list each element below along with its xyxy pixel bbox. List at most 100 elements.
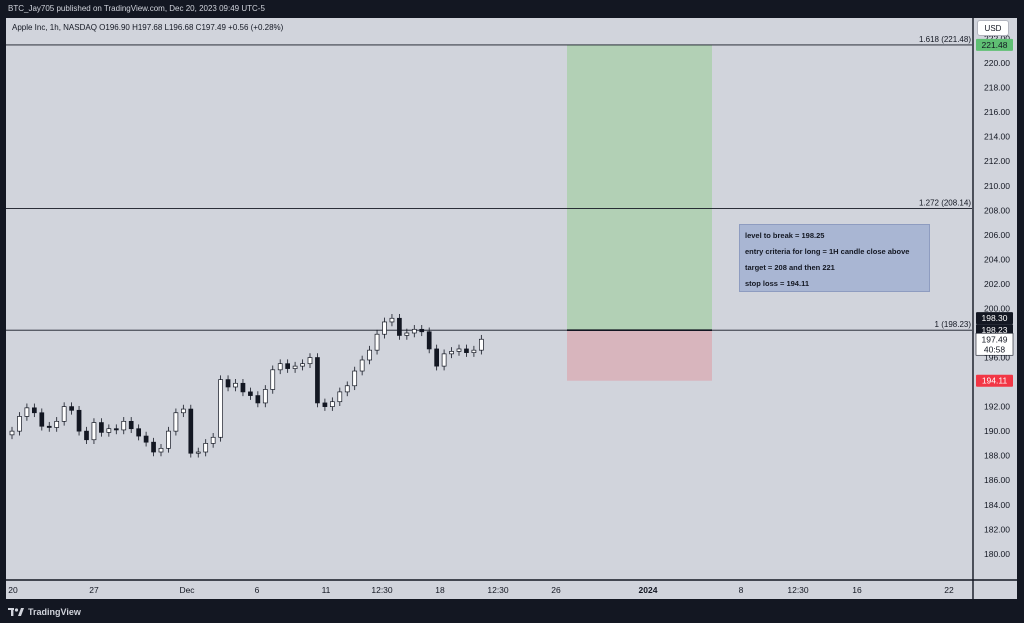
price-tick-label: 200.00	[984, 303, 1010, 313]
price-tick-label: 182.00	[984, 524, 1010, 534]
note-line: level to break = 198.25	[745, 231, 825, 240]
price-tick-label: 212.00	[984, 156, 1010, 166]
candle-body	[166, 430, 171, 449]
bar-countdown-label: 40:58	[984, 344, 1006, 354]
note-line: target = 208 and then 221	[745, 263, 835, 272]
price-tag	[976, 38, 1013, 51]
candle-body	[76, 409, 82, 432]
candle-body	[121, 420, 127, 431]
candle-body	[389, 317, 395, 323]
tradingview-logo-icon	[8, 608, 24, 616]
time-tick-label: 6	[255, 585, 260, 595]
tradingview-logo[interactable]: TradingView	[8, 606, 81, 618]
time-tick-label: 12:30	[787, 585, 809, 595]
candle-body	[17, 416, 22, 432]
candle-body	[113, 428, 119, 431]
last-price-label: 197.49	[982, 334, 1008, 344]
candle-body	[91, 422, 97, 441]
candle-body	[330, 401, 335, 407]
candle-body	[270, 369, 276, 390]
candle-body	[464, 348, 469, 353]
candle-body	[449, 351, 454, 355]
price-tick-label: 220.00	[984, 58, 1010, 68]
candle-body	[61, 406, 67, 422]
candle-body	[136, 428, 141, 437]
price-tick-label: 208.00	[984, 205, 1010, 215]
candle-body	[479, 338, 484, 351]
time-tick-label: 2024	[639, 585, 658, 595]
price-tick-label: 210.00	[984, 181, 1010, 191]
candle-body	[24, 407, 30, 417]
price-tick-label: 218.00	[984, 83, 1010, 93]
candle-body	[456, 348, 462, 352]
price-tick-label: 192.00	[984, 402, 1010, 412]
chart-panel[interactable]: 1.618 (221.48) 1.272 (208.14) 1 (198.23) 1…	[6, 18, 1017, 599]
candle-body	[471, 349, 477, 353]
price-tag-label: 194.11	[982, 376, 1008, 386]
candle-body	[39, 412, 45, 427]
time-tick-label: 11	[322, 585, 331, 595]
candle-body	[434, 348, 439, 367]
candle-body	[173, 412, 179, 432]
price-tick-label: 204.00	[984, 254, 1010, 264]
candle-body	[158, 447, 164, 453]
candle-body	[441, 353, 447, 367]
candle-body	[352, 370, 358, 387]
candle-body	[382, 321, 387, 335]
trade-note[interactable]: level to break = 198.25 entry criteria f…	[739, 224, 930, 292]
candle-body	[210, 436, 216, 444]
candle-body	[84, 430, 89, 441]
time-tick-label: 27	[89, 585, 99, 595]
candle-body	[359, 359, 365, 372]
candle-body	[99, 422, 104, 433]
candle-body	[315, 357, 320, 404]
candle-body	[195, 451, 201, 454]
price-tag-label: 221.48	[982, 40, 1008, 50]
time-tick-label: 22	[944, 585, 954, 595]
candle-body	[262, 389, 268, 404]
candle-body	[106, 428, 112, 433]
candle-body	[128, 420, 134, 430]
candle-body	[285, 363, 290, 369]
candle-body	[277, 363, 283, 371]
price-tick-label: 184.00	[984, 500, 1010, 510]
candle-body	[225, 379, 231, 388]
price-tick-label: 196.00	[984, 353, 1010, 363]
profit-zone	[567, 44, 712, 331]
candle-body	[426, 331, 432, 350]
price-tag-label: 198.30	[982, 313, 1008, 323]
candle-body	[188, 408, 194, 454]
candle-body	[337, 391, 343, 403]
publish-info: BTC_Jay705 published on TradingView.com,…	[8, 4, 265, 13]
candle-body	[404, 332, 410, 336]
candle-body	[322, 402, 328, 407]
price-chart[interactable]: 1.618 (221.48) 1.272 (208.14) 1 (198.23) 1…	[6, 18, 1017, 599]
candle-body	[151, 441, 156, 453]
candle-body	[240, 382, 246, 393]
footer-bar	[0, 599, 1024, 623]
candle-body	[233, 382, 238, 388]
symbol-legend: Apple Inc, 1h, NASDAQ O196.90 H197.68 L1…	[12, 23, 284, 32]
candle-body	[69, 406, 74, 411]
note-line: stop loss = 194.11	[745, 279, 809, 288]
fib-level-label: 1 (198.23)	[935, 320, 972, 329]
candle-body	[300, 363, 305, 367]
price-tick-label: 180.00	[984, 549, 1010, 559]
note-line: entry criteria for long = 1H candle clos…	[745, 247, 910, 256]
candle-body	[203, 443, 209, 453]
candle-body	[419, 328, 425, 333]
candle-body	[307, 357, 313, 365]
price-tag	[976, 374, 1013, 387]
time-tick-label: 18	[435, 585, 445, 595]
candle-body	[143, 435, 149, 443]
time-tick-label: 20	[8, 585, 18, 595]
tradingview-brand: TradingView	[28, 607, 81, 617]
time-tick-label: 8	[739, 585, 744, 595]
candle-body	[367, 349, 372, 361]
candle-body	[374, 333, 380, 351]
currency-button[interactable]: USD	[977, 20, 1009, 36]
loss-zone	[567, 330, 712, 381]
price-tick-label: 216.00	[984, 107, 1010, 117]
time-tick-label: Dec	[179, 585, 195, 595]
candle-body	[32, 407, 37, 414]
